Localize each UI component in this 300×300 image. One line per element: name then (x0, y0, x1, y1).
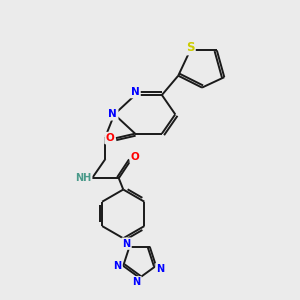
Text: O: O (131, 152, 140, 162)
Text: N: N (156, 264, 164, 274)
Text: N: N (131, 87, 140, 97)
Text: O: O (106, 133, 114, 143)
Text: N: N (122, 238, 130, 249)
Text: N: N (109, 109, 117, 119)
Text: N: N (133, 277, 141, 287)
Text: S: S (186, 41, 194, 54)
Text: NH: NH (75, 173, 91, 183)
Text: N: N (113, 261, 121, 271)
